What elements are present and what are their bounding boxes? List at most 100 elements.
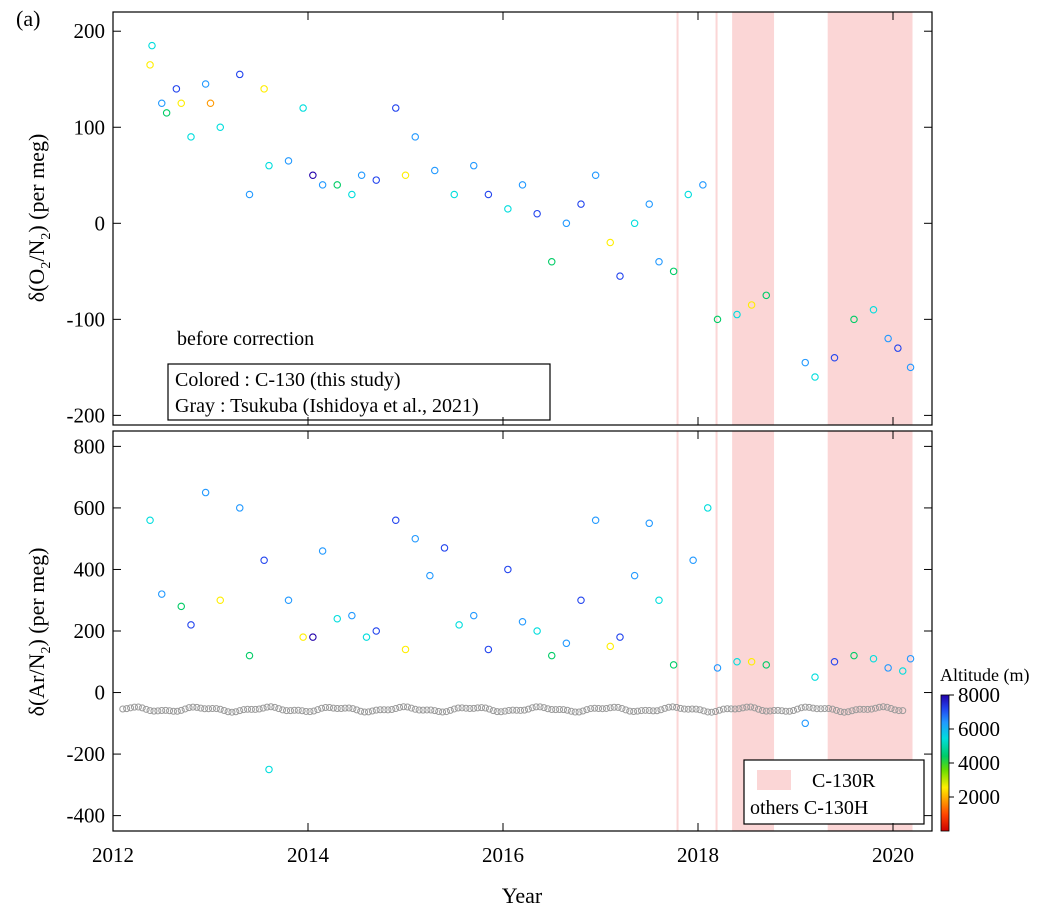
annotation-before-correction: before correction xyxy=(177,328,314,350)
tsukuba-point xyxy=(123,705,131,713)
tsukuba-point xyxy=(528,704,536,712)
data-point xyxy=(162,109,171,117)
tsukuba-point xyxy=(860,705,868,713)
colorbar-tick-label: 6000 xyxy=(958,717,1000,741)
data-point xyxy=(236,70,244,79)
tsukuba-point xyxy=(864,705,872,713)
colorbar-ticks: 2000 4000 6000 8000 xyxy=(949,683,1000,809)
tsukuba-point xyxy=(150,707,158,715)
data-point xyxy=(236,504,244,512)
tsukuba-point xyxy=(208,705,216,713)
data-point xyxy=(216,123,225,132)
shaded-period xyxy=(715,431,718,831)
data-point xyxy=(187,133,195,141)
x-tick-label: 2014 xyxy=(287,843,330,867)
y-tick-label: -200 xyxy=(67,403,106,427)
top-y-ticks: -200 -100 0 100 200 xyxy=(67,19,932,427)
tsukuba-point xyxy=(649,707,657,715)
tsukuba-point xyxy=(201,705,209,713)
y-tick-label: -100 xyxy=(67,307,106,331)
tsukuba-point xyxy=(821,705,829,713)
tsukuba-gray-points xyxy=(119,703,907,716)
tsukuba-point xyxy=(458,704,466,712)
tsukuba-point xyxy=(688,705,696,713)
tsukuba-point xyxy=(832,706,840,714)
data-point xyxy=(245,190,254,199)
data-point xyxy=(801,719,809,728)
tsukuba-point xyxy=(563,706,571,714)
tsukuba-point xyxy=(337,705,345,713)
data-point xyxy=(309,171,317,180)
tsukuba-point xyxy=(439,708,447,716)
tsukuba-point xyxy=(205,705,213,713)
data-point xyxy=(158,99,166,107)
shaded-period xyxy=(732,12,775,425)
data-point xyxy=(747,301,756,309)
tsukuba-point xyxy=(400,703,408,711)
data-point xyxy=(504,565,512,574)
tsukuba-point xyxy=(259,704,267,712)
tsukuba-point xyxy=(236,707,244,715)
tsukuba-point xyxy=(844,708,852,716)
series-legend-colored: Colored : C-130 (this study) xyxy=(175,369,401,391)
data-point xyxy=(391,104,400,112)
tsukuba-point xyxy=(240,706,248,714)
altitude-colorbar: Altitude (m) 2000 4000 6000 8000 xyxy=(940,665,1029,832)
tsukuba-point xyxy=(887,705,895,713)
tsukuba-point xyxy=(380,706,388,714)
tsukuba-point xyxy=(532,703,540,711)
colorbar-label: Altitude (m) xyxy=(940,665,1029,686)
tsukuba-point xyxy=(166,707,174,715)
tsukuba-point xyxy=(286,707,294,715)
data-point xyxy=(669,661,678,669)
tsukuba-point xyxy=(813,705,821,713)
tsukuba-point xyxy=(353,706,361,714)
tsukuba-point xyxy=(466,705,474,713)
data-point xyxy=(591,171,600,180)
tsukuba-point xyxy=(782,707,790,715)
tsukuba-point xyxy=(856,705,864,713)
tsukuba-point xyxy=(415,706,423,714)
tsukuba-point xyxy=(474,704,482,712)
x-axis-label: Year xyxy=(502,883,543,908)
data-point xyxy=(669,267,678,276)
tsukuba-point xyxy=(427,706,435,714)
legend-others-c130h: others C-130H xyxy=(750,797,868,819)
data-point xyxy=(348,190,356,199)
data-point xyxy=(469,161,478,170)
data-point xyxy=(703,504,712,512)
data-point xyxy=(830,658,839,666)
data-point xyxy=(850,651,858,660)
data-point xyxy=(518,181,527,189)
colorbar-tick-label: 4000 xyxy=(958,751,1000,775)
data-point xyxy=(260,85,268,93)
data-point xyxy=(265,161,273,170)
tsukuba-point xyxy=(825,705,833,713)
data-point xyxy=(450,190,458,199)
tsukuba-point xyxy=(735,705,743,713)
tsukuba-point xyxy=(536,703,544,711)
data-point xyxy=(299,633,307,641)
tsukuba-point xyxy=(727,705,735,713)
data-point xyxy=(146,61,154,69)
tsukuba-point xyxy=(322,703,330,711)
tsukuba-point xyxy=(637,707,645,715)
data-point xyxy=(869,305,878,314)
tsukuba-point xyxy=(255,705,263,713)
tsukuba-point xyxy=(762,707,770,715)
data-point xyxy=(547,651,556,660)
data-point xyxy=(616,272,624,280)
top-plot-frame xyxy=(112,11,933,426)
tsukuba-point xyxy=(641,706,649,714)
tsukuba-point xyxy=(559,706,567,714)
data-point xyxy=(606,238,614,247)
data-point xyxy=(518,618,527,626)
tsukuba-point xyxy=(676,704,684,712)
tsukuba-point xyxy=(696,706,704,714)
tsukuba-point xyxy=(840,708,848,716)
tsukuba-point xyxy=(797,704,805,712)
tsukuba-point xyxy=(657,706,665,714)
tsukuba-point xyxy=(731,705,739,713)
data-point xyxy=(206,99,215,107)
tsukuba-point xyxy=(302,707,310,715)
